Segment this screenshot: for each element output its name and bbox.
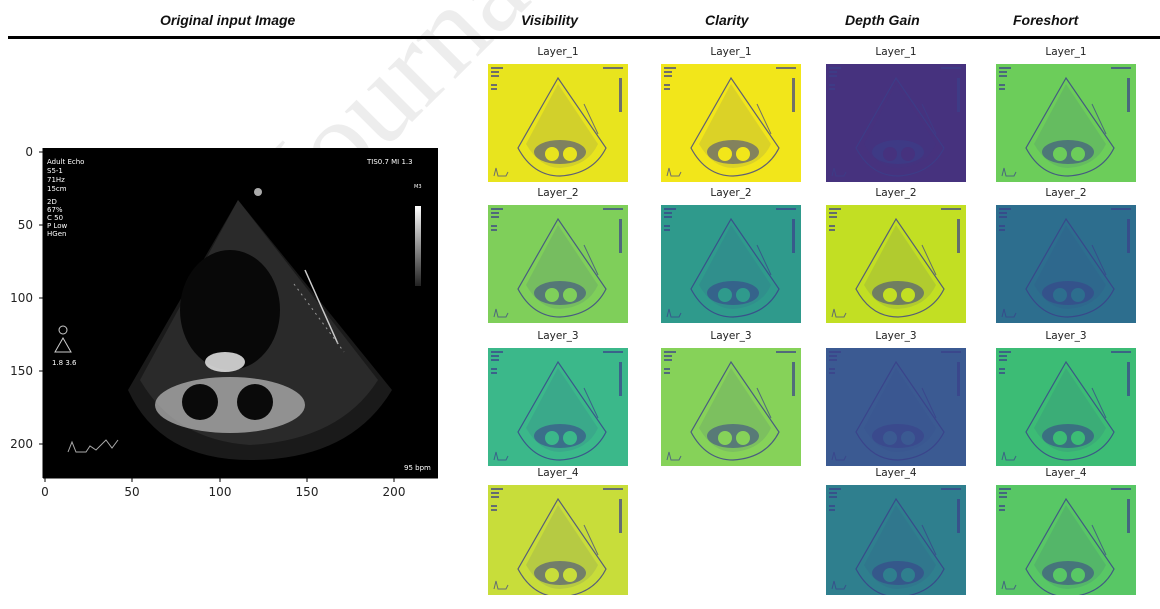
layer-label: Layer_2 — [710, 187, 752, 199]
layer-label: Layer_1 — [537, 46, 579, 58]
feature-map-image — [996, 205, 1136, 323]
feature-map-depth-gain-layer-4: Layer_4 — [820, 467, 972, 609]
x-tick-label: 150 — [296, 485, 319, 499]
feature-map-image — [826, 485, 966, 595]
feature-map-clarity-layer-1: Layer_1 — [655, 46, 807, 188]
feature-map-visibility-layer-4: Layer_4 — [482, 467, 634, 609]
y-tick-label: 150 — [10, 364, 33, 378]
header-rule — [8, 36, 1160, 39]
layer-label: Layer_2 — [875, 187, 917, 199]
layer-label: Layer_3 — [1045, 330, 1087, 342]
feature-map-image — [826, 64, 966, 182]
header-foreshort: Foreshort — [1013, 12, 1079, 28]
layer-label: Layer_1 — [1045, 46, 1087, 58]
echo-side-label: M3 — [414, 184, 422, 190]
header-original-input-image: Original input Image — [160, 12, 296, 28]
feature-map-depth-gain-layer-2: Layer_2 — [820, 187, 972, 329]
x-tick-label: 100 — [209, 485, 232, 499]
x-tick-label: 200 — [383, 485, 406, 499]
echo-valve-region — [155, 377, 305, 433]
x-tick-label: 50 — [124, 485, 139, 499]
echo-marker — [254, 188, 262, 196]
feature-map-image — [488, 485, 628, 595]
echo-text-line: HGen — [47, 230, 66, 238]
echo-text-line: 15cm — [47, 185, 67, 193]
layer-label: Layer_4 — [875, 467, 917, 479]
feature-map-image — [826, 205, 966, 323]
feature-map-foreshort-layer-4: Layer_4 — [990, 467, 1142, 609]
original-echo-plot: Adult Echo S5-1 71Hz 15cm 2D 67% C 50 P … — [0, 140, 460, 510]
echo-text-line: 71Hz — [47, 176, 65, 184]
echo-bpm-text: 95 bpm — [404, 464, 431, 472]
feature-map-foreshort-layer-3: Layer_3 — [990, 330, 1142, 472]
feature-map-visibility-layer-3: Layer_3 — [482, 330, 634, 472]
echo-text-line: 67% — [47, 206, 63, 214]
ecg-trace — [67, 439, 119, 453]
feature-map-clarity-layer-3: Layer_3 — [655, 330, 807, 472]
layer-label: Layer_1 — [875, 46, 917, 58]
feature-map-image — [488, 64, 628, 182]
x-tick-label: 0 — [41, 485, 49, 499]
feature-map-image — [996, 485, 1136, 595]
echo-text-line: 2D — [47, 198, 57, 206]
echo-text-line: S5-1 — [47, 167, 63, 175]
echo-text-line: Adult Echo — [47, 158, 84, 166]
feature-map-image — [996, 64, 1136, 182]
header-depth-gain: Depth Gain — [845, 12, 920, 28]
gray-scale-bar — [415, 206, 421, 286]
feature-map-depth-gain-layer-1: Layer_1 — [820, 46, 972, 188]
feature-map-image — [826, 348, 966, 466]
feature-map-visibility-layer-1: Layer_1 — [482, 46, 634, 188]
layer-label: Layer_2 — [1045, 187, 1087, 199]
y-tick-label: 100 — [10, 291, 33, 305]
layer-label: Layer_4 — [1045, 467, 1087, 479]
echo-top-right-text: TIS0.7 MI 1.3 — [366, 158, 413, 166]
y-tick-label: 50 — [18, 218, 33, 232]
feature-map-image — [996, 348, 1136, 466]
feature-map-foreshort-layer-1: Layer_1 — [990, 46, 1142, 188]
probe-icon — [58, 325, 68, 335]
echo-text-line: C 50 — [47, 214, 63, 222]
feature-map-image — [661, 64, 801, 182]
header-visibility: Visibility — [521, 12, 579, 28]
echo-text-line: P Low — [47, 222, 68, 230]
feature-map-clarity-layer-2: Layer_2 — [655, 187, 807, 329]
feature-map-visibility-layer-2: Layer_2 — [482, 187, 634, 329]
feature-map-image — [488, 348, 628, 466]
layer-label: Layer_1 — [710, 46, 752, 58]
layer-label: Layer_4 — [537, 467, 579, 479]
feature-map-image — [661, 205, 801, 323]
y-tick-label: 0 — [25, 145, 33, 159]
feature-map-image — [488, 205, 628, 323]
echo-probe-text: 1.8 3.6 — [52, 359, 77, 367]
layer-label: Layer_3 — [875, 330, 917, 342]
layer-label: Layer_3 — [710, 330, 752, 342]
echo-svg: Adult Echo S5-1 71Hz 15cm 2D 67% C 50 P … — [10, 145, 438, 499]
layer-label: Layer_2 — [537, 187, 579, 199]
feature-map-depth-gain-layer-3: Layer_3 — [820, 330, 972, 472]
feature-map-foreshort-layer-2: Layer_2 — [990, 187, 1142, 329]
feature-map-image — [661, 348, 801, 466]
layer-label: Layer_3 — [537, 330, 579, 342]
header-clarity: Clarity — [705, 12, 749, 28]
y-tick-label: 200 — [10, 437, 33, 451]
